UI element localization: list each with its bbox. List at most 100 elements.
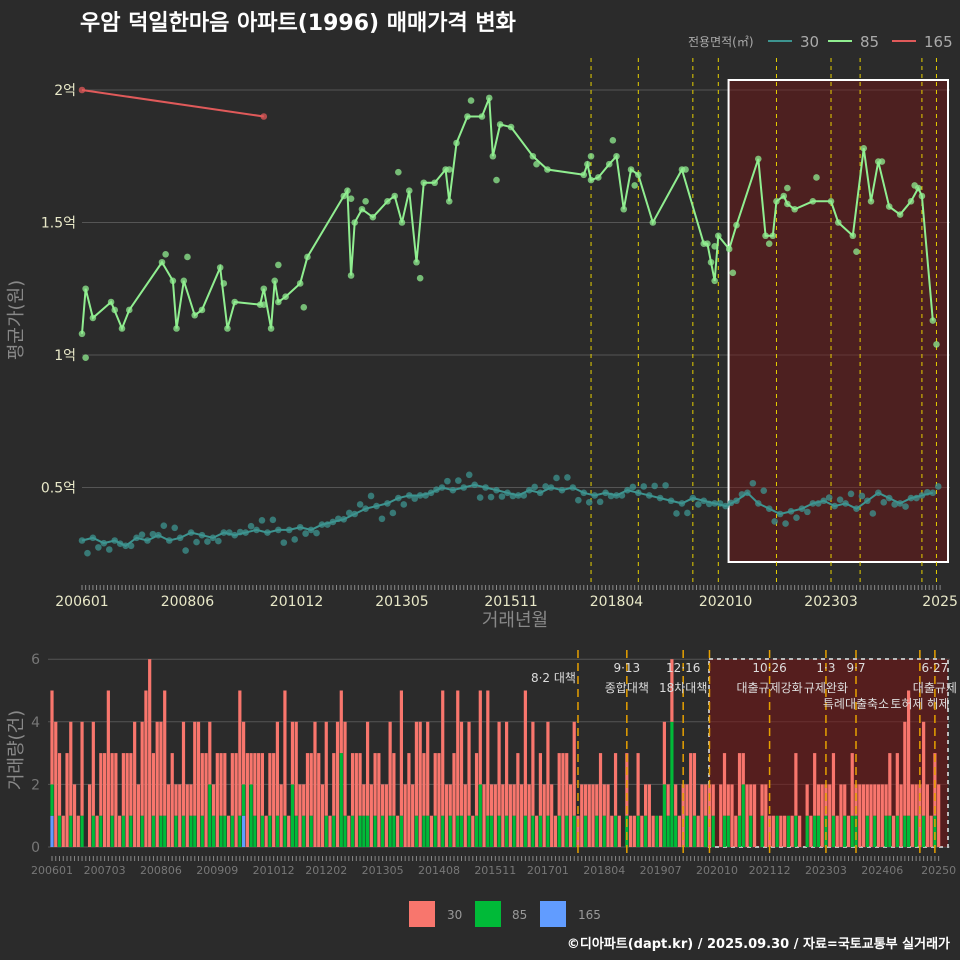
- data-point-30: [722, 502, 729, 510]
- bar-30: [249, 753, 253, 785]
- bar-30: [54, 721, 58, 847]
- bar-30: [929, 815, 933, 847]
- bar-85: [644, 815, 648, 847]
- bar-30: [719, 784, 723, 847]
- bar-30: [813, 753, 817, 816]
- bar-85: [399, 815, 404, 847]
- bar-30: [441, 690, 445, 816]
- data-point-30: [285, 526, 293, 534]
- data-point-85: [682, 166, 689, 173]
- bar-85: [69, 815, 73, 847]
- bar-30: [471, 815, 475, 847]
- bar-85: [283, 815, 287, 847]
- data-point-30: [220, 529, 228, 536]
- data-point-85: [635, 171, 642, 179]
- bar-30: [798, 815, 802, 847]
- bar-30: [587, 784, 591, 847]
- data-point-30: [684, 509, 691, 517]
- data-point-30: [733, 497, 740, 505]
- bar-30: [140, 721, 144, 816]
- bar-30: [257, 753, 261, 847]
- bar-85: [775, 815, 779, 847]
- data-point-30: [918, 492, 926, 499]
- bar-30: [200, 753, 204, 816]
- bar-85: [433, 815, 437, 847]
- data-point-30: [847, 490, 855, 498]
- bar-30: [707, 784, 712, 847]
- bar-30: [816, 784, 821, 816]
- bar-85: [595, 815, 599, 847]
- data-point-30: [531, 483, 538, 491]
- data-point-30: [329, 518, 337, 526]
- y-tick-label: 2억: [54, 83, 76, 99]
- bar-30: [69, 721, 73, 816]
- legend-bar-swatch-85: [475, 901, 501, 927]
- bar-30: [260, 753, 264, 816]
- bar-30: [831, 753, 836, 816]
- bar-85: [260, 815, 264, 847]
- data-point-85: [275, 298, 282, 306]
- bar-30: [362, 784, 366, 816]
- policy-date: 1·3: [816, 661, 835, 675]
- y-tick-label: 0.5억: [41, 481, 76, 497]
- bar-30: [546, 721, 550, 816]
- data-point-30: [591, 492, 598, 499]
- bar-30: [809, 815, 813, 847]
- data-point-30: [231, 531, 239, 539]
- data-point-85: [631, 182, 638, 189]
- x-tick-label: 200806: [161, 594, 215, 610]
- bar-85: [613, 815, 618, 847]
- bar-85: [456, 815, 460, 847]
- policy-label: 특례대출축소: [823, 697, 889, 711]
- bar-85: [181, 815, 186, 847]
- data-point-85: [918, 192, 926, 200]
- bar-30: [482, 784, 486, 847]
- data-point-30: [493, 486, 500, 494]
- bar-30: [572, 721, 576, 816]
- data-point-30: [373, 502, 380, 510]
- x-tick-label: 200806: [140, 864, 182, 877]
- bar-30: [501, 784, 505, 847]
- bar-30: [226, 815, 231, 847]
- bar-30: [287, 815, 291, 847]
- data-point-30: [433, 486, 440, 493]
- bar-30: [760, 784, 764, 816]
- data-point-85: [587, 176, 595, 184]
- bar-30: [91, 721, 95, 816]
- data-point-85: [184, 253, 191, 261]
- bar-85: [843, 815, 847, 847]
- data-point-85: [605, 160, 613, 168]
- data-point-85: [445, 198, 453, 205]
- bar-30: [535, 815, 539, 847]
- bar-30: [906, 690, 911, 816]
- data-point-30: [814, 500, 822, 507]
- bar-85: [441, 815, 445, 847]
- bar-30: [704, 784, 708, 816]
- bar-30: [448, 784, 452, 816]
- bar-85: [636, 815, 640, 847]
- data-point-30: [553, 474, 560, 482]
- x-tick-label: 201408: [418, 864, 460, 877]
- bar-30: [790, 815, 794, 847]
- bar-85: [414, 815, 419, 847]
- bar-30: [166, 784, 171, 847]
- data-point-30: [896, 500, 904, 507]
- data-point-85: [453, 139, 460, 147]
- data-point-30: [198, 531, 206, 539]
- bar-30: [557, 753, 561, 816]
- bar-30: [452, 753, 456, 847]
- bar-30: [365, 721, 370, 816]
- bar-30: [651, 815, 655, 847]
- data-point-30: [809, 500, 817, 507]
- bar-85: [655, 815, 659, 847]
- bar-85: [208, 784, 212, 847]
- bar-30: [369, 784, 373, 847]
- bar-30: [779, 815, 783, 847]
- data-point-30: [618, 492, 626, 499]
- data-point-30: [705, 500, 713, 508]
- bar-30: [242, 721, 246, 785]
- data-point-30: [176, 534, 184, 542]
- x-tick-label: 200909: [196, 864, 238, 877]
- bar-85: [865, 815, 869, 847]
- data-point-85: [198, 306, 206, 314]
